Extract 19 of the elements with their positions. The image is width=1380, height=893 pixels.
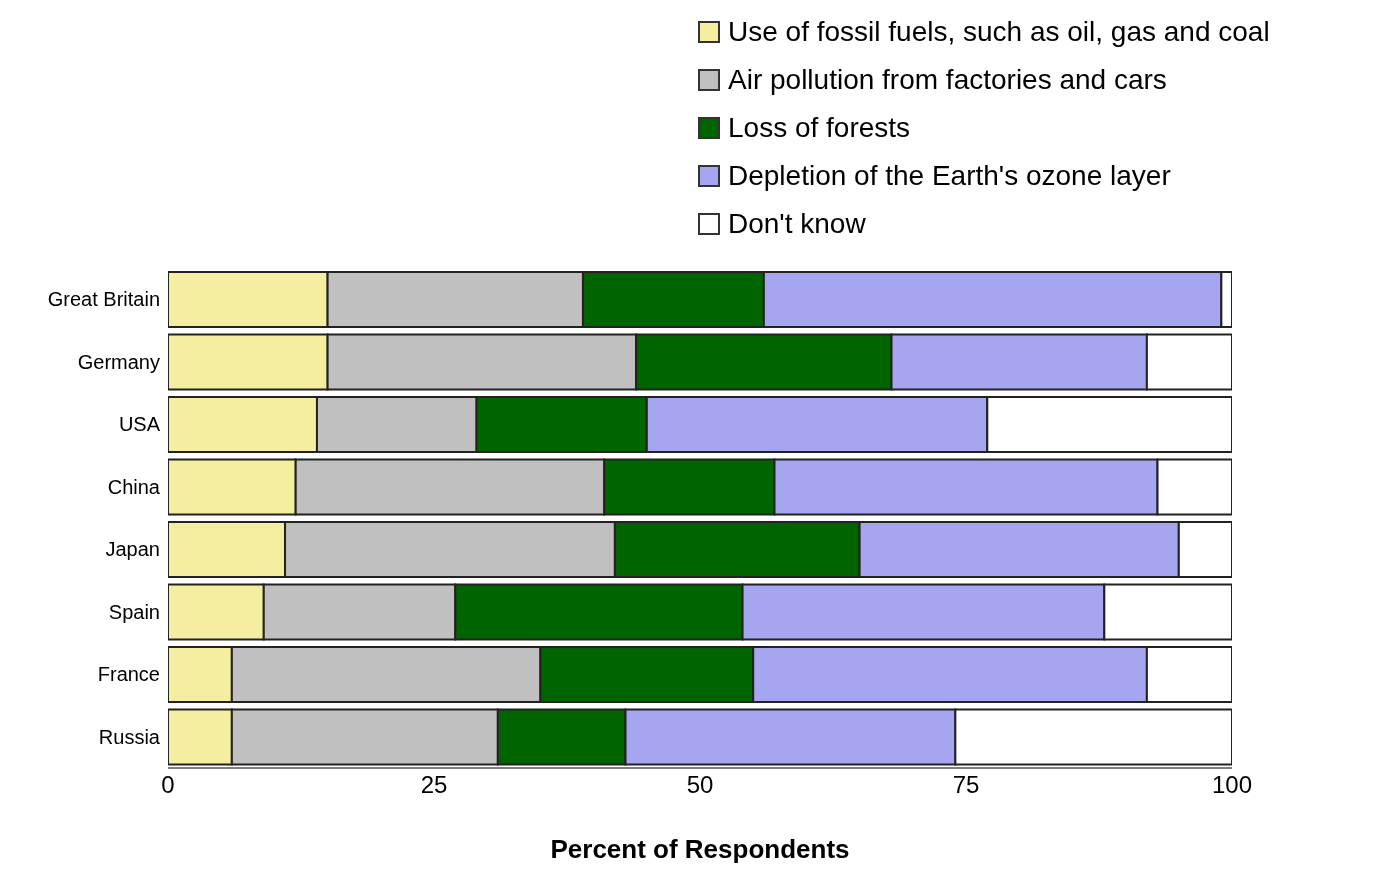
y-tick-label: Spain xyxy=(108,600,160,623)
y-tick-label: France xyxy=(97,663,160,686)
text: Depletion of the Earth's ozone layer xyxy=(727,159,1172,193)
x-tick-label: 25 xyxy=(420,771,448,799)
legend-label: Don't know xyxy=(727,207,867,241)
x-tick-label: 50 xyxy=(686,771,714,799)
y-tick-label: Germany xyxy=(77,350,160,373)
y-tick-label: China xyxy=(107,475,161,498)
y-tick-label: Russia xyxy=(98,725,161,748)
y-tick-label: Great Britain xyxy=(47,288,160,311)
legend-label: Air pollution from factories and cars xyxy=(727,63,1168,97)
y-tick-label: Japan xyxy=(105,538,160,561)
legend-label: Use of fossil fuels, such as oil, gas and coal xyxy=(727,15,1271,49)
x-tick-label: 75 xyxy=(952,771,980,799)
x-tick-label: 100 xyxy=(1211,771,1253,799)
x-tick-label: 0 xyxy=(161,771,175,799)
y-tick-label: USA xyxy=(118,413,161,436)
x-axis-title: Percent of Respondents xyxy=(550,834,850,864)
legend-label: Loss of forests xyxy=(727,111,912,145)
